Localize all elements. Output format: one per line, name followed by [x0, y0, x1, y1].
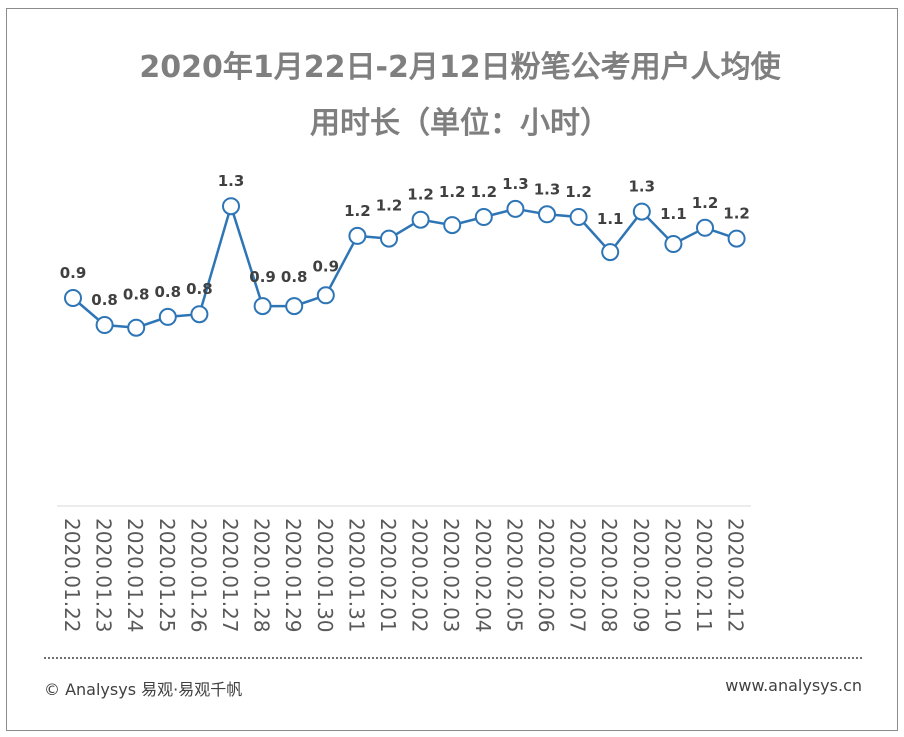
- data-point: [348, 226, 367, 245]
- series-line: [72, 201, 738, 329]
- data-label: 1.2: [407, 186, 434, 204]
- chart-frame: [6, 8, 898, 731]
- data-point: [443, 216, 462, 235]
- data-point: [127, 318, 146, 337]
- data-point: [474, 208, 493, 226]
- chart-title: 2020年1月22日-2月12日粉笔公考用户人均使 用时长（单位：小时）: [120, 40, 800, 152]
- x-tick-label: 2020.02.05: [502, 518, 526, 633]
- data-label: 1.2: [376, 197, 403, 215]
- x-tick-label: 2020.01.26: [186, 518, 210, 633]
- data-label: 1.2: [692, 194, 719, 212]
- data-label: 1.1: [597, 210, 624, 228]
- x-tick-label: 2020.02.02: [408, 518, 432, 633]
- data-label: 0.9: [60, 264, 87, 282]
- data-point: [285, 297, 304, 316]
- chart-title-line-2: 用时长（单位：小时）: [310, 106, 610, 141]
- x-tick-label: 2020.01.30: [313, 518, 337, 633]
- x-tick-label: 2020.02.04: [471, 518, 495, 633]
- x-tick-label: 2020.02.09: [629, 518, 653, 633]
- data-point: [158, 307, 177, 326]
- data-point: [632, 202, 651, 221]
- x-tick-label: 2020.02.03: [439, 518, 463, 633]
- x-tick-label: 2020.01.23: [92, 518, 116, 633]
- x-tick-label: 2020.02.08: [597, 518, 621, 633]
- data-label: 1.2: [565, 183, 592, 201]
- data-point: [664, 235, 683, 253]
- data-point: [696, 218, 714, 237]
- data-point: [222, 197, 240, 216]
- data-label: 0.8: [155, 283, 182, 301]
- x-tick-label: 2020.02.10: [660, 518, 684, 633]
- x-tick-label: 2020.01.31: [344, 518, 368, 633]
- data-point: [569, 208, 588, 226]
- data-label: 0.8: [186, 280, 213, 298]
- data-point: [316, 286, 335, 305]
- chart-title-line-1: 2020年1月22日-2月12日粉笔公考用户人均使: [139, 50, 781, 85]
- data-label: 1.2: [344, 202, 371, 220]
- data-label: 1.2: [723, 205, 750, 223]
- x-tick-label: 2020.01.27: [218, 518, 242, 633]
- data-label: 1.2: [439, 183, 466, 201]
- data-label: 0.8: [91, 291, 118, 309]
- data-label: 1.3: [534, 180, 561, 198]
- data-point: [380, 229, 398, 248]
- data-label: 0.9: [249, 268, 276, 286]
- data-point: [538, 205, 556, 224]
- x-tick-label: 2020.01.29: [281, 518, 305, 633]
- data-point: [64, 289, 82, 307]
- data-point: [727, 229, 746, 248]
- copyright-text: © Analysys 易观·易观千帆: [44, 680, 243, 699]
- data-point: [253, 297, 272, 316]
- x-tick-label: 2020.02.07: [566, 518, 590, 633]
- x-tick-label: 2020.02.11: [692, 518, 716, 633]
- x-tick-label: 2020.02.01: [376, 518, 400, 633]
- data-label: 0.8: [281, 268, 308, 286]
- data-label: 1.2: [471, 183, 498, 201]
- website-link[interactable]: www.analysys.cn: [725, 676, 862, 695]
- data-point: [190, 305, 209, 324]
- data-point: [411, 210, 430, 229]
- data-point: [95, 316, 114, 334]
- x-tick-label: 2020.02.12: [724, 518, 748, 633]
- data-point: [506, 199, 525, 218]
- x-tick-label: 2020.01.22: [60, 518, 84, 633]
- x-tick-label: 2020.01.28: [250, 518, 274, 633]
- data-label: 1.3: [502, 175, 529, 193]
- x-tick-label: 2020.02.06: [534, 518, 558, 633]
- data-label: 1.3: [629, 178, 656, 196]
- footer-divider: [44, 657, 862, 659]
- data-label: 1.3: [218, 172, 245, 190]
- data-label: 1.1: [660, 205, 687, 223]
- data-label: 0.9: [313, 257, 340, 275]
- x-tick-label: 2020.01.24: [123, 518, 147, 633]
- x-tick-label: 2020.01.25: [155, 518, 179, 633]
- data-label: 0.8: [123, 286, 150, 304]
- data-point: [601, 243, 620, 262]
